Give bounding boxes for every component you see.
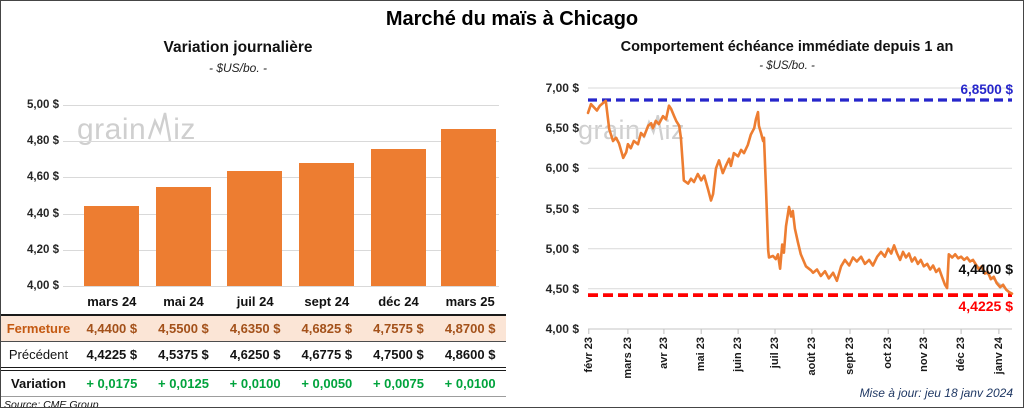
source-note: Source: CME Group: [4, 399, 99, 408]
last-price-label: 4,4400 $: [958, 261, 1014, 277]
y-axis-label: 4,80 $: [27, 135, 59, 148]
cell-value: + 0,0100: [444, 376, 496, 391]
bar-sept-24: [299, 162, 354, 286]
cell-value: 4,8600 $: [444, 347, 496, 362]
gridline: [63, 105, 499, 106]
line-chart-subtitle: - $US/bo. -: [759, 60, 815, 72]
bar-chart-plot: [63, 105, 499, 287]
cell-value: 4,5375 $: [158, 347, 209, 362]
cell-value: 4,6775 $: [301, 347, 353, 362]
x-axis-label: avr 23: [657, 337, 670, 369]
y-axis-label: 4,60 $: [27, 171, 59, 184]
column-header: mars 24: [87, 294, 137, 309]
resistance-price-label: 6,8500 $: [960, 82, 1013, 97]
gridline: [63, 141, 499, 143]
bar-chart-title: Variation journalière: [163, 39, 313, 56]
cell-value: + 0,0100: [229, 376, 281, 391]
column-header: mars 25: [445, 294, 495, 309]
y-axis-label: 7,00 $: [545, 81, 579, 95]
price-line: [586, 99, 1014, 295]
cell-value: 4,8700 $: [444, 321, 496, 336]
x-axis-label: mars 23: [621, 337, 634, 379]
cell-value: 4,5500 $: [158, 321, 209, 336]
x-axis-label: juin 23: [732, 337, 745, 372]
x-axis-label: déc 23: [955, 337, 968, 372]
x-axis-label: mai 23: [695, 337, 708, 372]
y-axis-label: 4,40 $: [27, 207, 59, 220]
gridline: [63, 286, 499, 287]
x-axis-label: sept 23: [844, 337, 856, 375]
x-axis-label: oct 23: [882, 337, 895, 369]
futures-table: mars 24 mai 24 juil 24 sept 24 déc 24 ma…: [1, 289, 506, 408]
support-price-label: 4,4225 $: [958, 298, 1014, 314]
y-axis-label: 5,00 $: [27, 99, 59, 111]
cell-value: 4,6825 $: [301, 321, 353, 336]
line-chart-plot: [586, 87, 1014, 334]
table-row-precedent: Précédent 4,4225 $ 4,5375 $ 4,6250 $ 4,6…: [1, 342, 506, 369]
y-axis-label: 5,50 $: [545, 201, 579, 216]
cell-value: 4,4225 $: [86, 347, 138, 362]
row-label: Variation: [11, 376, 66, 391]
x-axis-label: août 23: [805, 337, 818, 376]
cell-value: + 0,0125: [158, 376, 209, 391]
cell-value: + 0,0075: [372, 376, 424, 391]
x-axis-label: févr 23: [582, 337, 595, 373]
bar-mai-24: [156, 186, 211, 286]
y-axis-label: 4,20 $: [27, 243, 59, 256]
table-row-variation: Variation + 0,0175 + 0,0125 + 0,0100 + 0…: [1, 369, 506, 397]
updated-date-note: Mise à jour: jeu 18 janv 2024: [859, 386, 1013, 400]
y-axis-label: 4,00 $: [545, 322, 579, 336]
table-row-source: Source: CME Group: [1, 397, 506, 408]
y-axis-label: 4,50 $: [545, 281, 579, 296]
column-header: sept 24: [304, 294, 350, 309]
row-label: Précédent: [8, 347, 69, 362]
cell-value: 4,7575 $: [373, 321, 424, 336]
cell-value: + 0,0175: [86, 376, 138, 391]
bar-juil-24: [227, 171, 282, 286]
y-axis-label: 6,50 $: [545, 121, 579, 136]
table-header-row: mars 24 mai 24 juil 24 sept 24 déc 24 ma…: [1, 289, 506, 315]
cell-value: 4,7500 $: [373, 347, 424, 362]
bar-déc-24: [371, 148, 426, 286]
cell-value: 4,6350 $: [229, 321, 281, 336]
column-header: juil 24: [236, 294, 274, 309]
x-axis-label: juil 23: [769, 337, 781, 369]
bar-mars-24: [84, 206, 139, 286]
bar-mars-25: [441, 128, 496, 286]
column-header: déc 24: [378, 294, 419, 309]
y-axis-label: 4,00 $: [27, 280, 59, 292]
row-label: Fermeture: [6, 321, 71, 336]
page-title: Marché du maïs à Chicago: [385, 8, 639, 30]
table-row-fermeture: Fermeture 4,4400 $ 4,5500 $ 4,6350 $ 4,6…: [1, 315, 506, 342]
cell-value: 4,6250 $: [229, 347, 281, 362]
line-chart-title: Comportement échéance immédiate depuis 1…: [620, 39, 954, 55]
x-axis-label: janv 24: [992, 337, 1005, 375]
y-axis-label: 5,00 $: [545, 241, 579, 256]
y-axis-label: 6,00 $: [545, 161, 579, 176]
x-axis-label: nov 23: [917, 337, 930, 372]
cell-value: 4,4400 $: [86, 321, 138, 336]
cell-value: + 0,0050: [301, 376, 353, 391]
column-header: mai 24: [163, 294, 204, 309]
bar-chart-subtitle: - $US/bo. -: [208, 61, 268, 75]
